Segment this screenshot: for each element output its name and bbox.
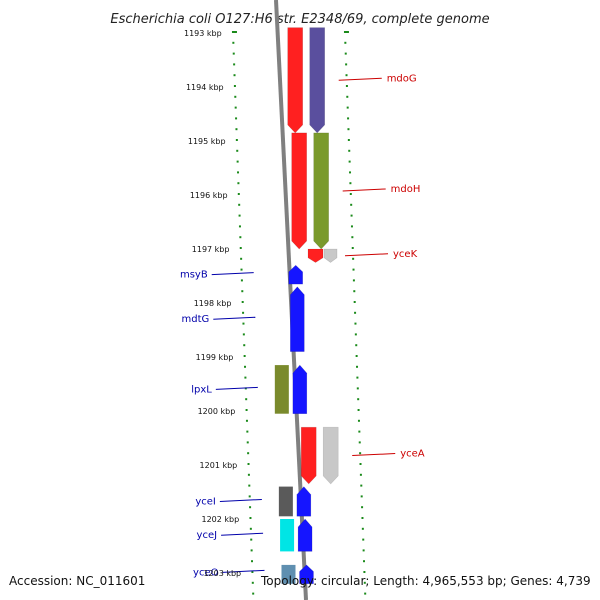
gene-label-yceO: yceO [193,567,219,578]
gene-leader-yceI [219,498,262,502]
gene-arrow-yceA-inner [300,426,317,485]
gene-label-msyB: msyB [180,270,208,281]
gene-arrow-yceJ-outer [297,518,313,552]
ruler-track [231,31,367,595]
kbp-tick-label: 1203 kbp [203,569,241,578]
kbp-tick-label: 1199 kbp [196,353,234,362]
gene-label-mdoH: mdoH [391,184,421,195]
gene-label-yceJ: yceJ [197,530,218,541]
kbp-tick-label: 1202 kbp [201,515,239,524]
gene-arrow-yceO-outer [299,564,314,585]
gene-arrow-lpxL-outer [292,364,308,414]
kbp-tick-label: 1198 kbp [194,299,232,308]
gene-arrow-mdoH-outer [313,132,329,250]
kbp-tick-label: 1200 kbp [198,407,236,416]
gene-arrow-mdoG-outer [309,27,326,134]
gene-leader-mdoG [338,77,382,81]
kbp-tick-label: 1201 kbp [200,461,238,470]
gene-arrow-yceI-inner [278,486,293,517]
gene-arrow-yceJ-inner [280,519,295,552]
gene-labels: mdoG mdoH yceK yceA msyB mdtG lpxL yceI yceJ yceO [180,73,425,578]
gene-leader-mdoH [342,188,386,192]
gene-arrow-mdoH-inner [291,132,307,250]
kbp-tick-label: 1195 kbp [188,137,226,146]
map-title: Escherichia coli O127:H6 str. E2348/69, … [110,12,489,27]
kbp-tick-label: 1194 kbp [186,83,224,92]
gene-label-yceI: yceI [195,496,216,507]
topology-summary: Topology: circular; Length: 4,965,553 bp… [261,574,591,588]
gene-label-yceA: yceA [400,449,425,460]
accession-label: Accession: NC_011601 [9,574,146,588]
kbp-tick-label: 1196 kbp [190,191,228,200]
gene-leader-mdtG [213,316,256,320]
gene-leader-lpxL [215,386,258,390]
gene-arrow-msyB-outer [288,264,303,285]
gene-leader-msyB [211,272,254,276]
gene-track [274,27,339,585]
gene-label-yceK: yceK [393,249,418,260]
gene-leader-yceO [222,569,265,573]
gene-label-mdoG: mdoG [387,73,417,84]
gene-leader-yceK [344,253,389,257]
gene-arrow-yceI-outer [296,486,312,517]
gene-arrow-yceO-inner [281,564,296,584]
kbp-ticks: 1193 kbp 1194 kbp 1195 kbp 1196 kbp 1197 kbp… [184,29,241,578]
gene-leader-yceA [352,453,396,457]
gene-arrow-mdtG-outer [290,286,305,352]
kbp-tick-label: 1197 kbp [192,245,230,254]
gene-leader-yceJ [221,532,264,536]
gene-arrow-lpxL-inner [274,365,289,414]
gene-arrow-yceK-inner [307,248,324,263]
gene-label-lpxL: lpxL [191,384,212,395]
kbp-tick-label: 1193 kbp [184,29,222,38]
gene-arrow-mdoG-inner [287,27,304,134]
gene-arrow-yceK-outer [323,248,338,263]
gene-label-mdtG: mdtG [182,314,210,325]
gene-arrow-yceA-outer [322,426,339,485]
